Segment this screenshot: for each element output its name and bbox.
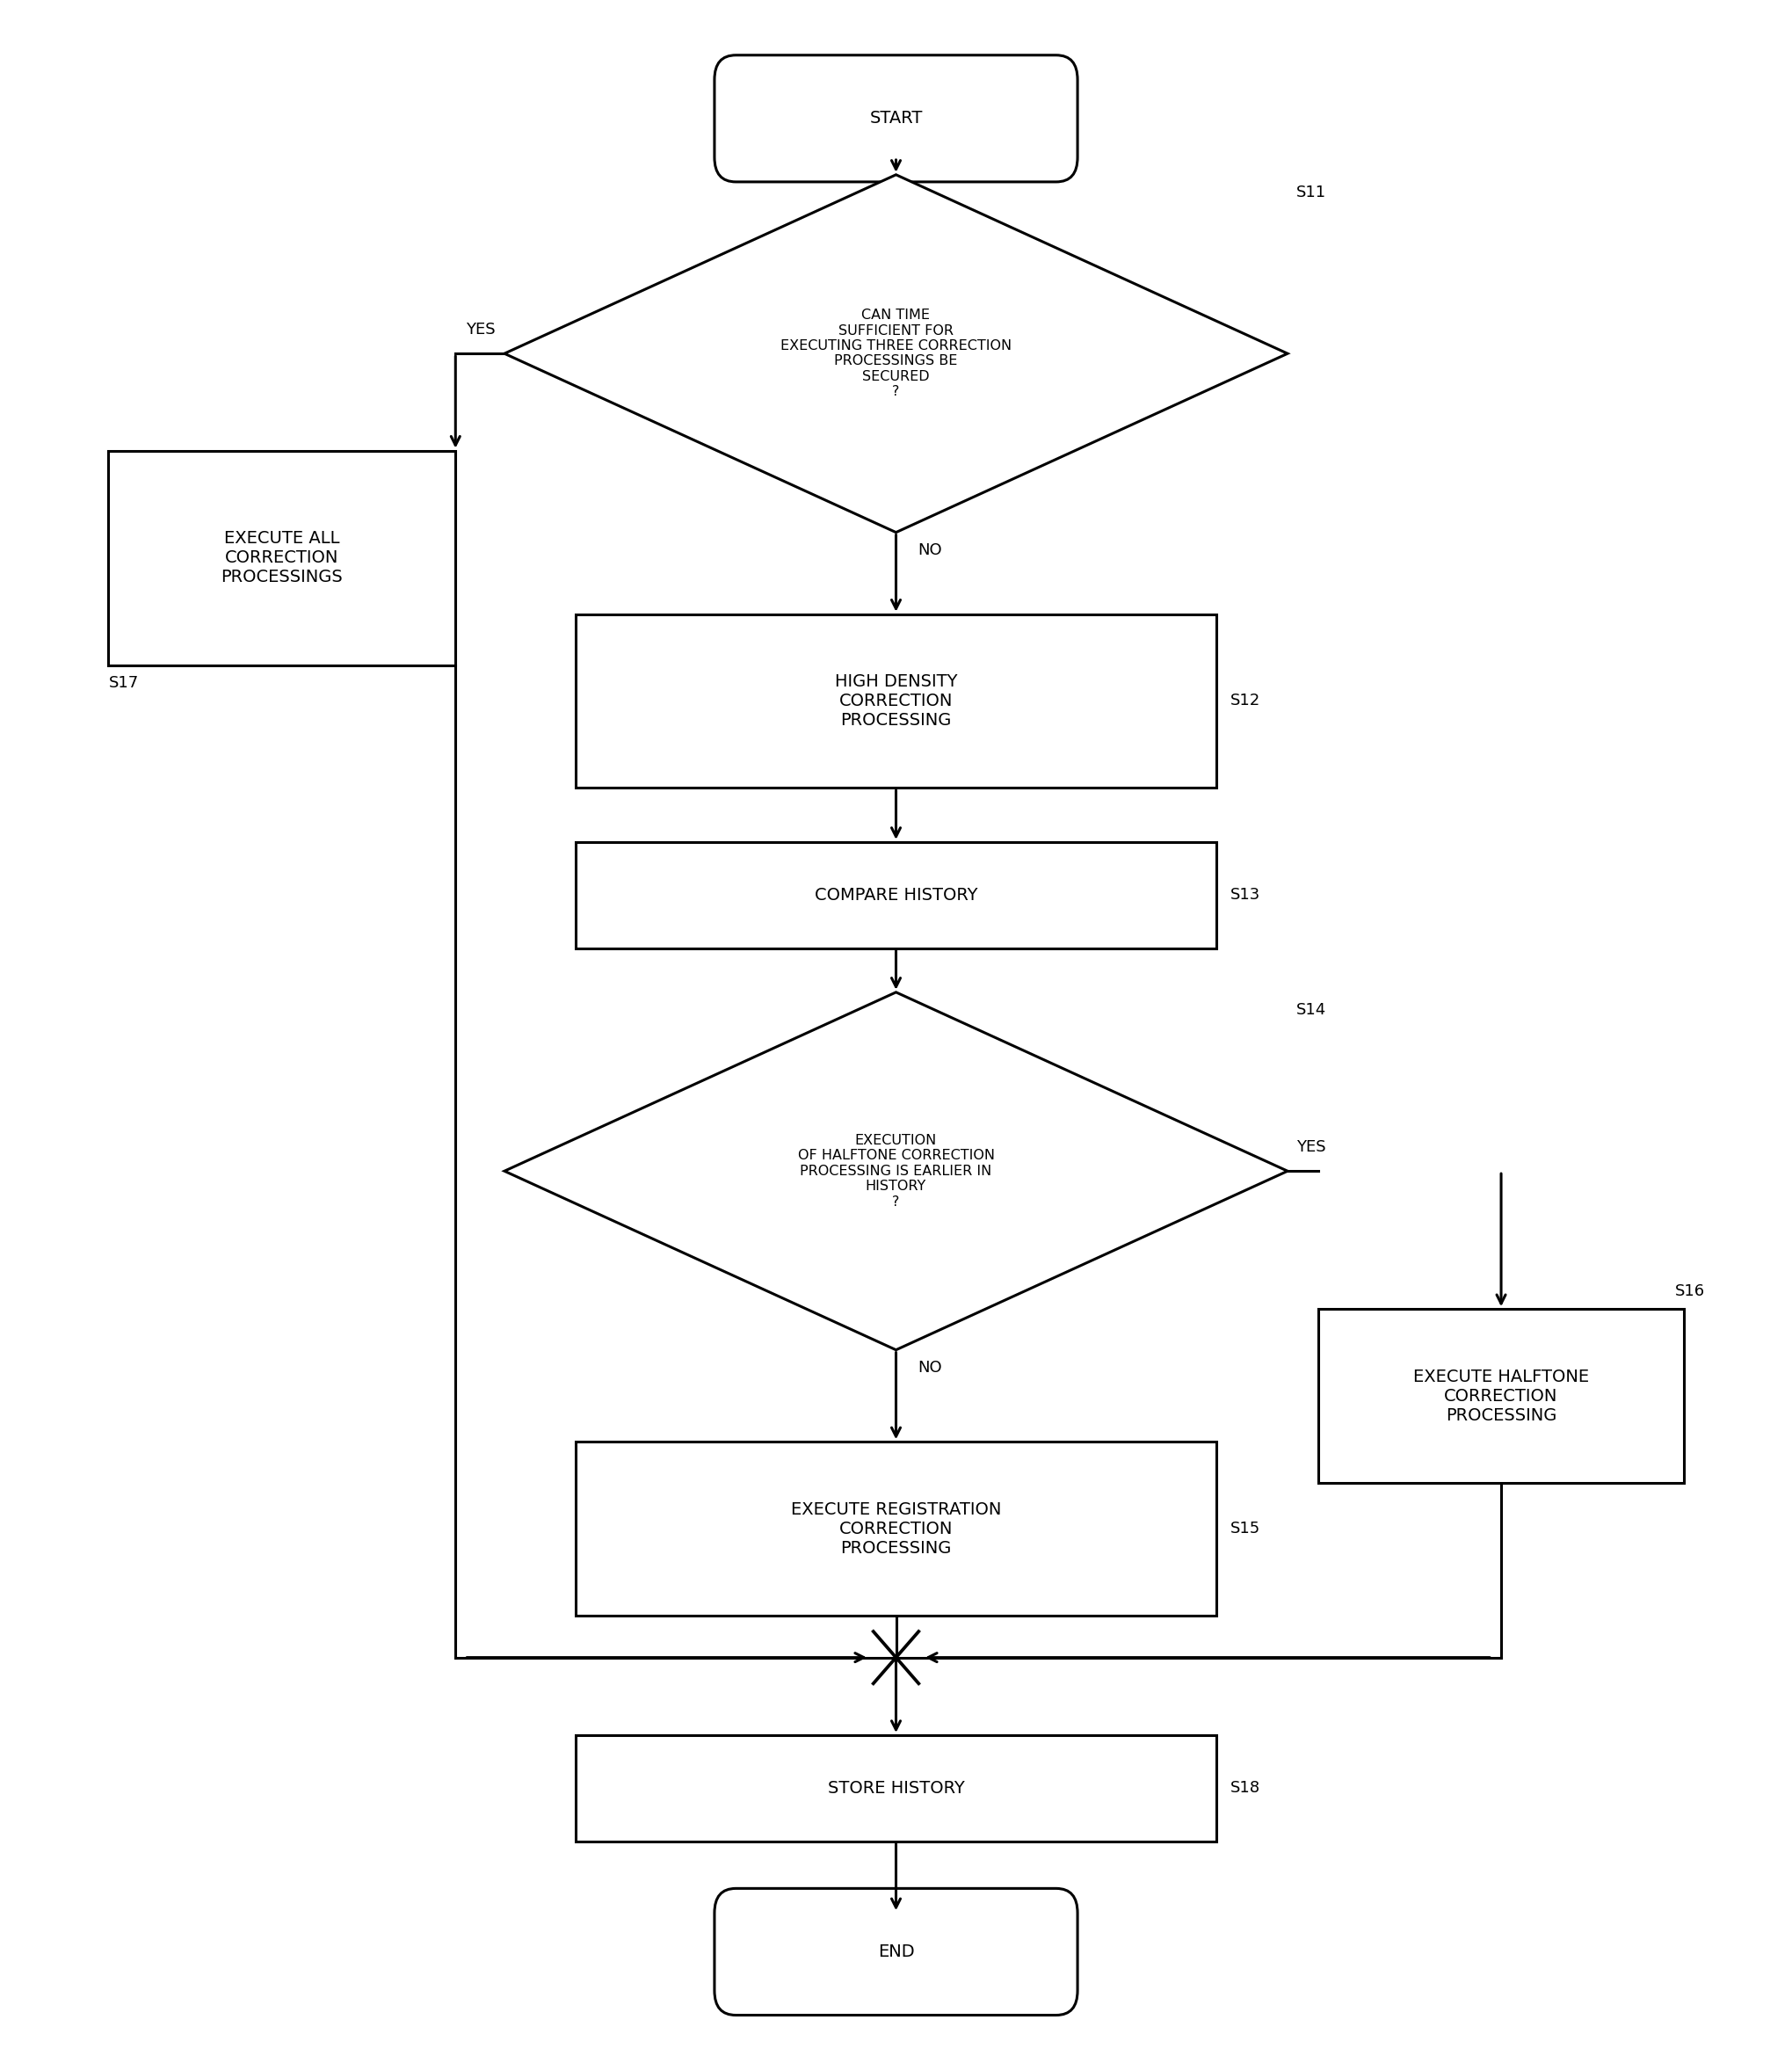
Polygon shape (504, 993, 1288, 1351)
Text: S15: S15 (1231, 1521, 1262, 1536)
Bar (575, 843, 1217, 948)
FancyBboxPatch shape (715, 56, 1077, 181)
FancyBboxPatch shape (715, 1889, 1077, 2015)
Bar (575, 1441, 1217, 1616)
Bar (575, 1735, 1217, 1842)
Text: S17: S17 (109, 676, 138, 691)
Bar (1319, 1310, 1683, 1482)
Text: EXECUTE HALFTONE
CORRECTION
PROCESSING: EXECUTE HALFTONE CORRECTION PROCESSING (1414, 1367, 1590, 1423)
Text: YES: YES (466, 321, 496, 337)
Text: S18: S18 (1231, 1780, 1260, 1797)
Text: STORE HISTORY: STORE HISTORY (828, 1780, 964, 1797)
Text: YES: YES (1296, 1139, 1326, 1155)
Polygon shape (504, 175, 1288, 533)
Text: EXECUTION
OF HALFTONE CORRECTION
PROCESSING IS EARLIER IN
HISTORY
?: EXECUTION OF HALFTONE CORRECTION PROCESS… (797, 1133, 995, 1209)
Text: S16: S16 (1676, 1283, 1704, 1299)
Text: START: START (869, 111, 923, 127)
Bar (575, 615, 1217, 787)
Text: NO: NO (918, 543, 941, 559)
Text: S13: S13 (1231, 888, 1262, 903)
Bar (109, 450, 455, 666)
Text: HIGH DENSITY
CORRECTION
PROCESSING: HIGH DENSITY CORRECTION PROCESSING (835, 672, 957, 728)
Text: CAN TIME
SUFFICIENT FOR
EXECUTING THREE CORRECTION
PROCESSINGS BE
SECURED
?: CAN TIME SUFFICIENT FOR EXECUTING THREE … (780, 308, 1012, 399)
Text: END: END (878, 1943, 914, 1959)
Text: NO: NO (918, 1361, 941, 1375)
Text: EXECUTE REGISTRATION
CORRECTION
PROCESSING: EXECUTE REGISTRATION CORRECTION PROCESSI… (790, 1501, 1002, 1556)
Text: EXECUTE ALL
CORRECTION
PROCESSINGS: EXECUTE ALL CORRECTION PROCESSINGS (220, 530, 342, 586)
Text: COMPARE HISTORY: COMPARE HISTORY (815, 886, 977, 903)
Text: S12: S12 (1231, 693, 1262, 709)
Text: S11: S11 (1296, 185, 1326, 201)
Text: S14: S14 (1296, 1003, 1326, 1018)
